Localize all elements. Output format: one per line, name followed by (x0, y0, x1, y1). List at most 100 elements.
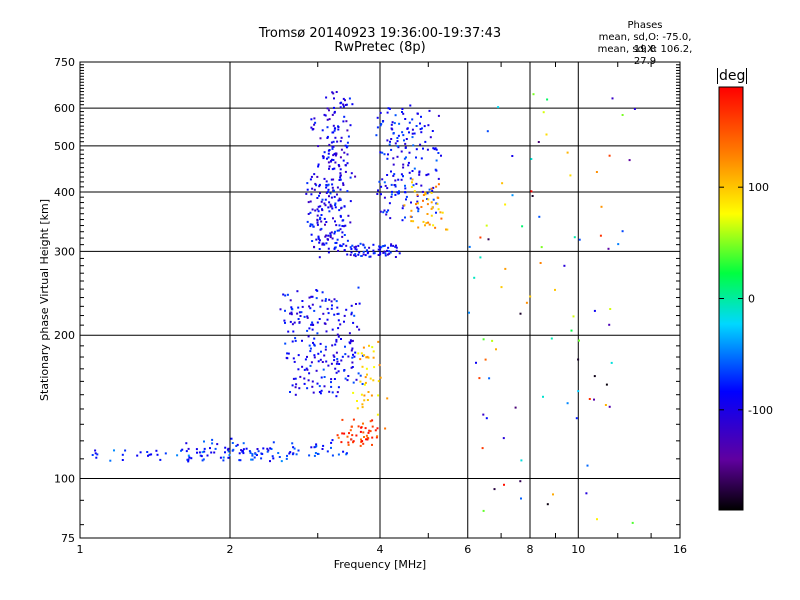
data-point (121, 453, 124, 456)
data-point (497, 106, 500, 109)
data-point (409, 177, 412, 180)
data-point (337, 319, 340, 322)
data-point (290, 306, 293, 309)
data-point (411, 181, 413, 184)
data-point (491, 339, 494, 342)
data-point (376, 413, 379, 416)
data-point (402, 163, 405, 166)
data-point (202, 458, 205, 461)
data-point (339, 172, 342, 175)
data-point (291, 308, 294, 311)
data-point (365, 367, 368, 370)
data-point (381, 245, 384, 248)
data-point (341, 355, 344, 358)
data-point (384, 244, 386, 247)
data-point (326, 137, 329, 139)
data-point (357, 372, 360, 375)
data-point (482, 413, 485, 416)
data-point (342, 97, 345, 100)
data-point (383, 250, 386, 253)
data-point (365, 434, 368, 437)
data-point (398, 190, 400, 193)
data-point (355, 434, 358, 437)
data-point (408, 131, 410, 134)
data-point (306, 387, 309, 390)
grid (80, 62, 680, 538)
data-point (303, 315, 306, 318)
data-point (315, 238, 318, 241)
data-point (284, 342, 287, 345)
data-point (392, 163, 395, 166)
data-point (369, 255, 372, 258)
data-point (333, 195, 336, 198)
y-tick-label: 500 (54, 140, 75, 153)
data-point (326, 238, 329, 241)
data-point (346, 435, 349, 438)
data-point (242, 442, 245, 445)
data-point (349, 429, 352, 432)
data-point (390, 193, 393, 196)
data-point (327, 183, 330, 186)
data-point (313, 117, 316, 120)
data-point (238, 459, 241, 462)
data-point (633, 108, 636, 110)
data-point (389, 251, 392, 254)
data-point (338, 224, 341, 227)
data-point (550, 337, 553, 340)
data-point (390, 243, 393, 246)
data-point (347, 135, 350, 138)
data-point (415, 125, 418, 127)
data-point (343, 205, 346, 208)
data-point (294, 337, 297, 340)
data-point (372, 243, 375, 246)
data-point (282, 293, 285, 296)
data-point (355, 245, 357, 248)
data-point (401, 219, 404, 222)
data-point (519, 312, 522, 315)
data-point (349, 200, 352, 203)
data-point (411, 118, 414, 121)
data-point (621, 230, 624, 233)
data-point (424, 140, 427, 143)
data-point (335, 224, 338, 227)
x-tick-label: 4 (377, 543, 384, 556)
data-point (352, 321, 355, 324)
data-point (585, 492, 588, 495)
data-point (419, 143, 422, 146)
data-point (333, 110, 336, 113)
data-point (391, 128, 394, 131)
data-point (211, 438, 214, 441)
data-point (321, 291, 324, 294)
data-point (260, 457, 263, 460)
data-point (201, 459, 204, 462)
data-point (408, 121, 411, 124)
data-point (339, 178, 342, 181)
data-point (388, 252, 391, 255)
data-point (329, 205, 332, 208)
data-point (311, 303, 314, 306)
data-point (210, 451, 213, 454)
data-point (403, 157, 406, 160)
data-point (617, 243, 620, 246)
data-point (389, 217, 392, 220)
data-point (369, 420, 372, 423)
data-point (269, 447, 272, 450)
data-point (333, 246, 336, 249)
data-point (325, 192, 328, 194)
data-point (311, 380, 314, 383)
data-point (366, 252, 369, 255)
data-point (350, 311, 353, 314)
data-point (404, 216, 406, 219)
data-point (320, 376, 323, 379)
data-point (260, 452, 263, 455)
data-point (332, 145, 335, 148)
data-point (313, 173, 316, 176)
data-point (318, 256, 321, 259)
data-point (293, 360, 296, 363)
data-point (554, 288, 556, 291)
data-point (321, 361, 324, 363)
data-point (336, 140, 339, 143)
data-point (332, 217, 334, 220)
data-point (346, 239, 349, 242)
data-point (321, 155, 324, 158)
